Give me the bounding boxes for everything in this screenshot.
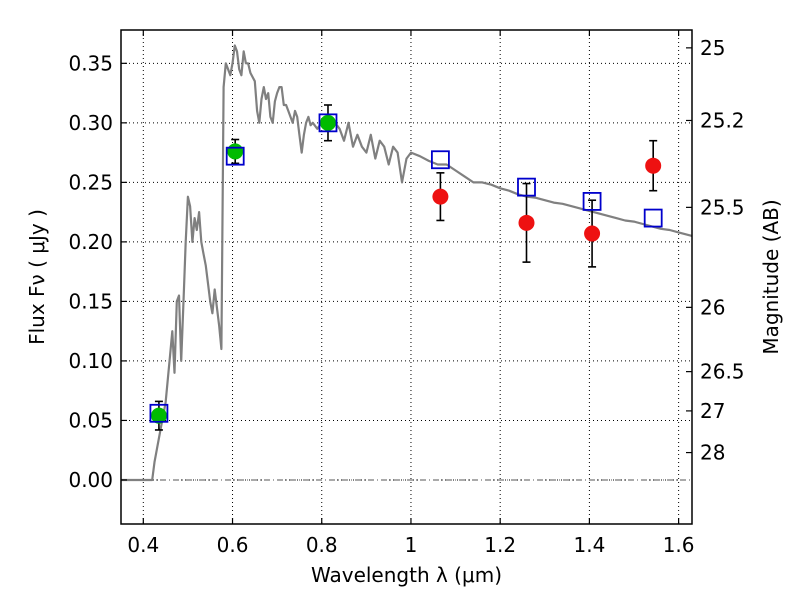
model-square-0 [149,403,169,423]
red-point-2 [584,225,601,242]
x-tick-label-6: 1.6 [663,533,695,557]
green-point-0 [150,407,167,424]
red-point-1 [518,214,535,231]
x-tick-label-4: 1.2 [484,533,516,557]
model-square-5 [582,192,602,211]
model-square-2 [318,113,338,133]
y-tick-label-1: 0.05 [68,408,113,432]
y2-tick-labels: 25 25.2 25.5 26 26.5 27 28 [700,36,745,465]
model-square-1 [225,146,245,166]
y-tick-label-2: 0.10 [68,349,113,373]
red-point-0 [432,188,449,205]
y2-tick-label-3: 26 [700,295,725,319]
y2-tick-label-2: 25.5 [700,195,745,219]
x-tick-label-3: 1 [405,533,418,557]
sed-curve [121,44,693,482]
x-tick-labels: 0.4 0.6 0.8 1 1.2 1.4 1.6 [127,533,694,557]
y2-tick-label-4: 26.5 [700,360,745,384]
x-axis-label: Wavelength λ (μm) [311,563,502,587]
y2-tick-label-6: 28 [700,441,725,465]
model-points [149,113,663,423]
ticks [121,30,692,524]
y-axis-label: Flux Fν ( μJy ) [25,209,49,345]
y2-tick-label-5: 27 [700,399,725,423]
y-tick-label-5: 0.25 [68,170,113,194]
y-tick-label-3: 0.15 [68,289,113,313]
y2-tick-label-1: 25.2 [700,108,745,132]
y-tick-label-7: 0.35 [68,51,113,75]
y2-axis-label: Magnitude (AB) [759,199,783,354]
green-point-1 [227,143,244,160]
x-tick-label-0: 0.4 [127,533,159,557]
x-tick-label-1: 0.6 [217,533,249,557]
model-square-6 [643,208,663,228]
y-tick-label-6: 0.30 [68,111,113,135]
green-point-2 [319,114,336,131]
model-square-3 [431,150,450,170]
plot-frame [120,29,693,525]
y-tick-labels: 0.00 0.05 0.10 0.15 0.20 0.25 0.30 0.35 [68,51,113,492]
x-tick-label-5: 1.4 [573,533,605,557]
y2-tick-label-0: 25 [700,36,725,60]
y-tick-label-0: 0.00 [68,468,113,492]
y-tick-label-4: 0.20 [68,230,113,254]
model-square-4 [517,177,536,197]
x-tick-label-2: 0.8 [306,533,338,557]
red-point-3 [645,157,662,174]
sed-curve-layer [121,44,693,482]
